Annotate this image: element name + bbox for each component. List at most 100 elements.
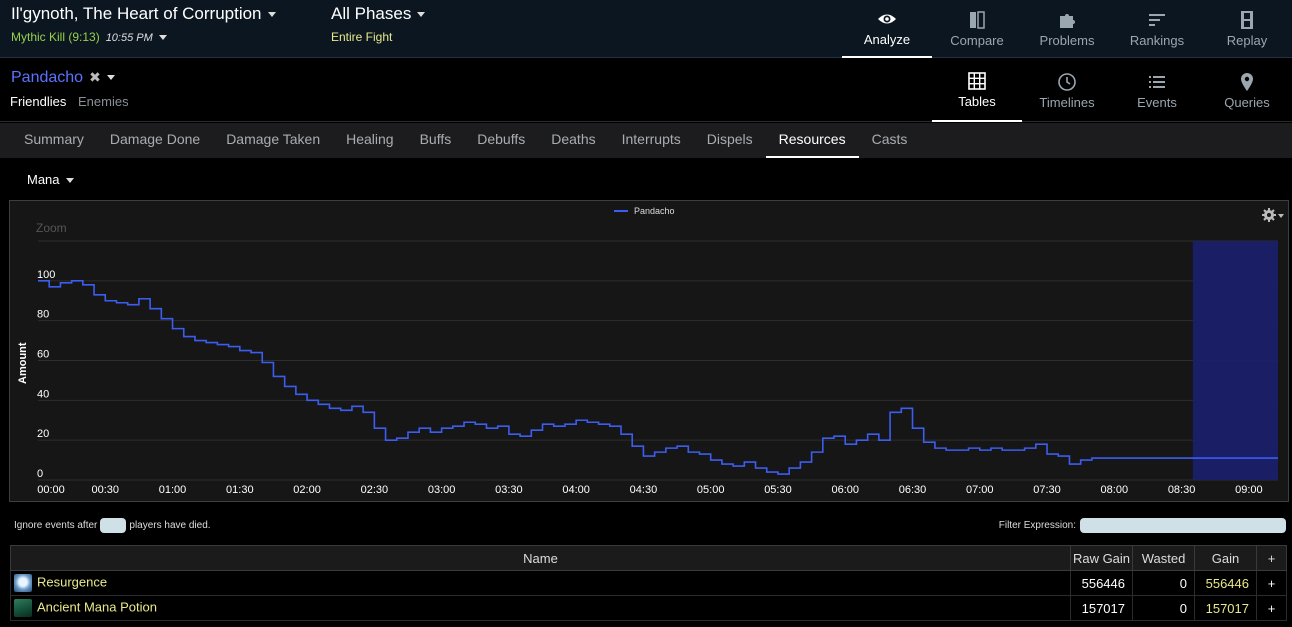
fight-selector[interactable]: Il'gynoth, The Heart of Corruption bbox=[11, 4, 276, 24]
header-name[interactable]: Name bbox=[10, 545, 1071, 571]
row-name-cell[interactable]: Resurgence bbox=[10, 570, 1071, 596]
row-name-cell[interactable]: Ancient Mana Potion bbox=[10, 595, 1071, 621]
ignore-suffix: players have died. bbox=[129, 520, 211, 532]
player-selector[interactable]: Pandacho ✖ bbox=[11, 69, 115, 87]
x-tick-label: 00:30 bbox=[92, 484, 120, 496]
x-tick-label: 01:30 bbox=[226, 484, 254, 496]
chart-selection-highlight bbox=[1192, 241, 1278, 480]
x-tick-label: 05:00 bbox=[697, 484, 725, 496]
tab-interrupts[interactable]: Interrupts bbox=[621, 131, 681, 147]
view-timelines[interactable]: Timelines bbox=[1022, 59, 1112, 122]
resources-table: Name Raw Gain Wasted Gain + Resurgence 5… bbox=[10, 545, 1287, 621]
header-raw-gain[interactable]: Raw Gain bbox=[1070, 545, 1133, 571]
table-row: Ancient Mana Potion 157017 0 157017 + bbox=[10, 595, 1287, 621]
tab-summary[interactable]: Summary bbox=[24, 131, 84, 147]
kill-label: Mythic Kill (9:13) bbox=[11, 30, 100, 44]
puzzle-icon bbox=[1060, 14, 1075, 28]
resource-type-label: Mana bbox=[27, 172, 60, 187]
tab-resources[interactable]: Resources bbox=[765, 123, 859, 158]
header-gain[interactable]: Gain bbox=[1194, 545, 1257, 571]
x-tick-label: 07:00 bbox=[966, 484, 994, 496]
nav-replay[interactable]: Replay bbox=[1202, 0, 1292, 58]
nav-rankings-label: Rankings bbox=[1129, 33, 1185, 48]
row-name: Ancient Mana Potion bbox=[37, 599, 157, 615]
tab-dispels[interactable]: Dispels bbox=[706, 131, 753, 147]
player-name: Pandacho bbox=[11, 69, 84, 86]
phase-title: All Phases bbox=[331, 4, 412, 23]
chevron-down-icon bbox=[417, 12, 426, 18]
chevron-down-icon bbox=[106, 75, 115, 81]
x-tick-label: 00:00 bbox=[37, 484, 65, 496]
gear-icon[interactable] bbox=[1262, 207, 1284, 223]
nav-rankings[interactable]: Rankings bbox=[1112, 0, 1202, 58]
nav-analyze[interactable]: Analyze bbox=[842, 0, 932, 58]
tab-friendlies[interactable]: Friendlies bbox=[10, 94, 67, 109]
film-icon bbox=[1241, 11, 1253, 29]
tab-damage-done[interactable]: Damage Done bbox=[109, 131, 201, 147]
kill-time: 10:55 PM bbox=[105, 32, 153, 44]
nav-analyze-label: Analyze bbox=[863, 32, 911, 47]
y-axis-label: Amount bbox=[17, 342, 29, 384]
y-tick-label: 80 bbox=[37, 309, 49, 321]
view-nav: Tables Timelines Events Queries bbox=[932, 59, 1292, 122]
close-icon[interactable]: ✖ bbox=[89, 69, 101, 85]
x-tick-label: 04:30 bbox=[630, 484, 658, 496]
tab-deaths[interactable]: Deaths bbox=[551, 131, 596, 147]
row-expand-button[interactable]: + bbox=[1256, 595, 1287, 621]
top-nav: Analyze Compare Problems Rankings Replay bbox=[842, 0, 1292, 58]
resource-type-selector[interactable]: Mana bbox=[27, 172, 74, 187]
view-tables-label: Tables bbox=[958, 93, 996, 109]
filter-expression-control: Filter Expression: bbox=[999, 518, 1286, 533]
nav-compare[interactable]: Compare bbox=[932, 0, 1022, 58]
chevron-down-icon bbox=[267, 12, 276, 18]
phase-subtitle: Entire Fight bbox=[331, 30, 393, 44]
fight-subtitle[interactable]: Mythic Kill (9:13) 10:55 PM bbox=[11, 30, 167, 44]
x-tick-label: 06:30 bbox=[899, 484, 927, 496]
view-events[interactable]: Events bbox=[1112, 59, 1202, 122]
chart-legend[interactable]: Pandacho bbox=[614, 206, 675, 216]
x-tick-label: 08:30 bbox=[1168, 484, 1196, 496]
view-timelines-label: Timelines bbox=[1039, 94, 1095, 110]
pin-icon bbox=[1241, 72, 1253, 91]
resource-chart: Pandacho Zoom 0 20 40 60 80 100 00:00 00:30 01:… bbox=[9, 200, 1289, 502]
view-events-label: Events bbox=[1137, 94, 1177, 110]
row-wasted: 0 bbox=[1132, 570, 1195, 596]
tab-enemies[interactable]: Enemies bbox=[77, 94, 129, 109]
phase-selector[interactable]: All Phases bbox=[331, 4, 426, 24]
nav-replay-label: Replay bbox=[1226, 33, 1268, 48]
player-bar: Pandacho ✖ Friendlies Enemies Tables Time… bbox=[0, 59, 1292, 122]
ignore-deaths-input[interactable] bbox=[100, 518, 127, 533]
x-tick-label: 07:30 bbox=[1033, 484, 1061, 496]
view-tables[interactable]: Tables bbox=[932, 59, 1022, 122]
nav-problems-label: Problems bbox=[1039, 33, 1095, 48]
tab-debuffs[interactable]: Debuffs bbox=[477, 131, 526, 147]
eye-icon bbox=[878, 14, 896, 24]
series-line-pandacho bbox=[38, 280, 1278, 475]
tab-buffs[interactable]: Buffs bbox=[419, 131, 452, 147]
tab-casts[interactable]: Casts bbox=[871, 131, 908, 147]
chevron-down-icon bbox=[65, 178, 74, 184]
x-tick-label: 02:00 bbox=[293, 484, 321, 496]
header-wasted[interactable]: Wasted bbox=[1132, 545, 1195, 571]
tab-damage-taken[interactable]: Damage Taken bbox=[226, 131, 321, 147]
row-wasted: 0 bbox=[1132, 595, 1195, 621]
x-tick-label: 08:00 bbox=[1101, 484, 1129, 496]
view-queries[interactable]: Queries bbox=[1202, 59, 1292, 122]
chart-plot[interactable]: 0 20 40 60 80 100 00:00 00:30 01:00 01:30 02:00 02… bbox=[10, 201, 1288, 501]
grid-icon bbox=[968, 71, 986, 90]
x-tick-label: 06:00 bbox=[831, 484, 859, 496]
rankings-icon bbox=[1149, 14, 1165, 26]
x-tick-label: 02:30 bbox=[361, 484, 389, 496]
ignore-deaths-control: Ignore events after players have died. bbox=[14, 518, 211, 533]
y-tick-label: 0 bbox=[37, 468, 43, 480]
filter-expression-input[interactable] bbox=[1080, 518, 1286, 533]
nav-compare-label: Compare bbox=[950, 33, 1004, 48]
chevron-down-icon bbox=[158, 35, 167, 41]
tab-healing[interactable]: Healing bbox=[346, 131, 394, 147]
row-gain: 556446 bbox=[1194, 570, 1257, 596]
header-expand-all[interactable]: + bbox=[1256, 545, 1287, 571]
table-header-row: Name Raw Gain Wasted Gain + bbox=[10, 545, 1287, 571]
zoom-label: Zoom bbox=[36, 221, 67, 235]
row-expand-button[interactable]: + bbox=[1256, 570, 1287, 596]
nav-problems[interactable]: Problems bbox=[1022, 0, 1112, 58]
